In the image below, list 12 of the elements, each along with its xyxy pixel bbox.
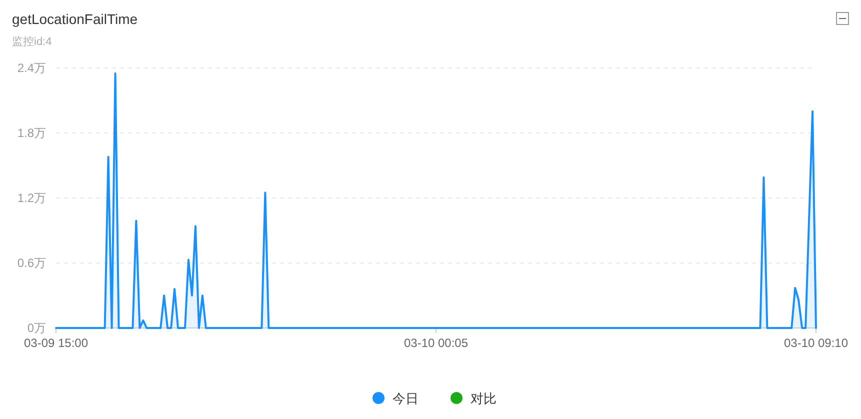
y-tick-label: 0.6万 bbox=[17, 256, 46, 270]
x-tick-label: 03-10 00:05 bbox=[404, 336, 468, 350]
legend-label: 今日 bbox=[392, 391, 418, 406]
x-tick-label: 03-09 15:00 bbox=[24, 336, 88, 350]
y-tick-label: 0万 bbox=[27, 321, 46, 335]
y-tick-label: 1.2万 bbox=[17, 191, 46, 205]
x-tick-label: 03-10 09:10 bbox=[784, 336, 848, 350]
chart-title: getLocationFailTime bbox=[12, 11, 138, 27]
legend-label: 对比 bbox=[470, 391, 496, 406]
y-tick-label: 1.8万 bbox=[17, 126, 46, 140]
y-tick-label: 2.4万 bbox=[17, 61, 46, 75]
chart-subtitle: 监控id:4 bbox=[12, 36, 52, 48]
